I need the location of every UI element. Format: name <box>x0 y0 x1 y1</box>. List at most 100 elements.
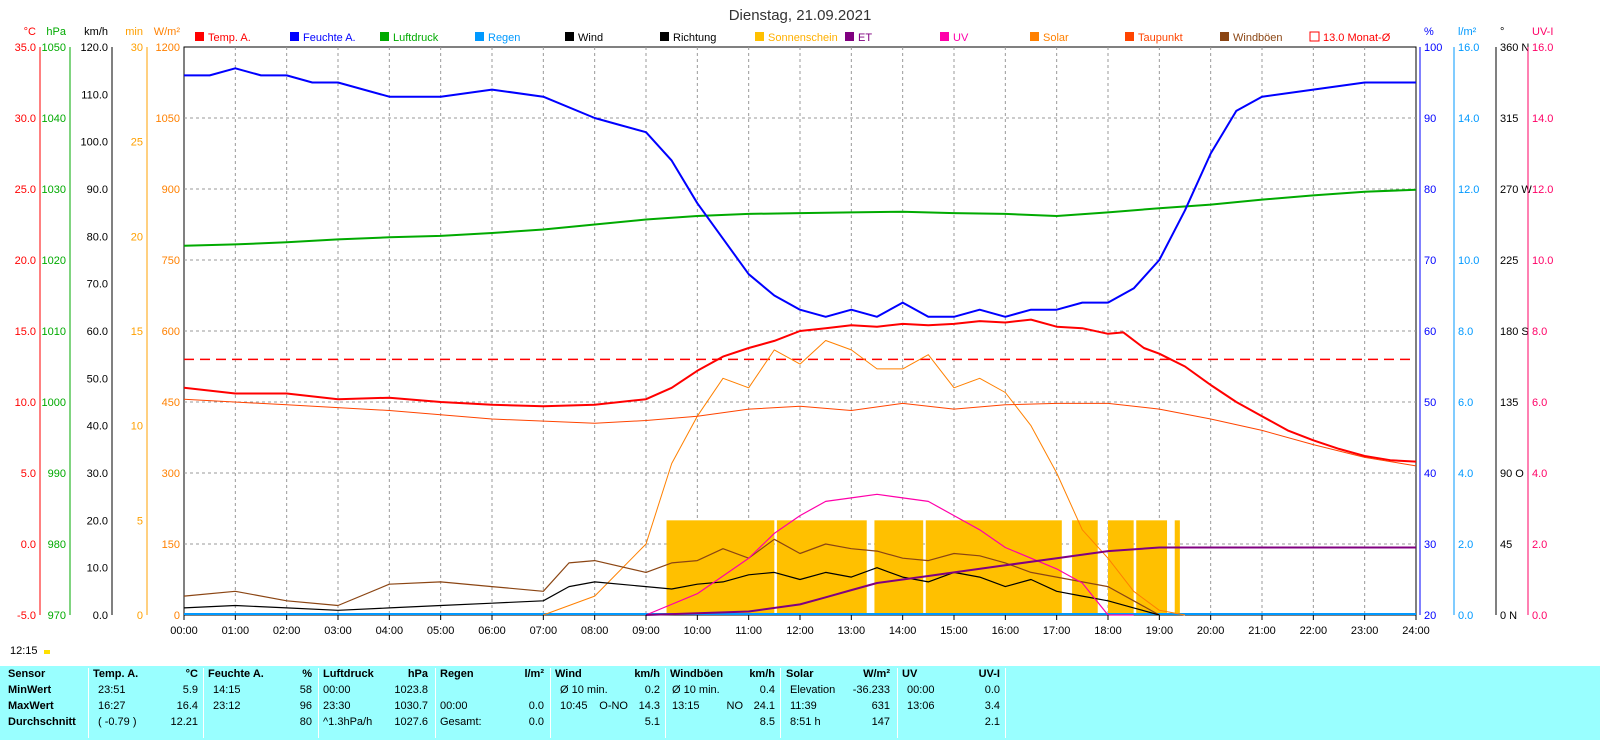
left-axis-tick: 150 <box>162 539 180 551</box>
left-axis-tick: 10.0 <box>87 563 108 575</box>
stats-cell: 00:00 <box>907 684 935 696</box>
right-axis-tick: 90 O <box>1500 468 1524 480</box>
stats-cell: Ø 10 min. <box>672 684 720 696</box>
right-axis-tick: 80 <box>1424 184 1436 196</box>
stats-separator <box>780 668 781 738</box>
right-axis-tick: 10.0 <box>1458 255 1479 267</box>
time-marker: 12:15 <box>10 645 50 657</box>
left-axis-tick: 15 <box>131 326 143 338</box>
stats-cell: 24.1 <box>753 700 775 712</box>
series-line-windb-en <box>183 538 1160 616</box>
legend-swatch-13-0-monat <box>1309 31 1320 42</box>
stats-header-uvi: UV-I <box>978 668 1000 680</box>
series-lines <box>183 67 1417 616</box>
stats-cell: 23:51 <box>98 684 126 696</box>
stats-separator <box>665 668 666 738</box>
stats-cell: 0.0 <box>984 684 1000 696</box>
left-axis-tick: 10.0 <box>15 397 36 409</box>
x-tick-label: 21:00 <box>1248 625 1276 637</box>
stats-separator <box>203 668 204 738</box>
legend-label-et: ET <box>858 32 872 44</box>
x-tick-label: 14:00 <box>889 625 917 637</box>
right-axis-tick: 6.0 <box>1458 397 1473 409</box>
left-axis-tick: -5.0 <box>17 610 36 622</box>
stats-header-pressure: Luftdruck <box>323 668 374 680</box>
stats-cell: 8.5 <box>759 716 775 728</box>
sunshine-bar <box>874 520 924 615</box>
right-axis-tick: 16.0 <box>1532 42 1553 54</box>
x-tick-label: 18:00 <box>1094 625 1122 637</box>
left-axis-tick: 450 <box>162 397 180 409</box>
stats-cell: 3.4 <box>984 700 1000 712</box>
stats-header-pressure-unit: hPa <box>407 668 428 680</box>
stats-header-wind: Wind <box>555 668 582 680</box>
legend-swatch-temp-a <box>195 32 204 41</box>
right-axis-tick: 360 N <box>1500 42 1529 54</box>
left-axis-tick: 50.0 <box>87 373 108 385</box>
stats-row-label: MinWert <box>8 684 52 696</box>
series-line-wind <box>183 567 1160 616</box>
series-line-feuchte-a <box>184 67 1416 318</box>
x-tick-label: 13:00 <box>838 625 866 637</box>
legend-label-taupunkt: Taupunkt <box>1138 32 1183 44</box>
stats-header-rain: Regen <box>440 668 474 680</box>
left-axis-tick: 750 <box>162 255 180 267</box>
stats-cell: 14:15 <box>213 684 241 696</box>
right-axis-tick: 60 <box>1424 326 1436 338</box>
left-axis-tick: 90.0 <box>87 184 108 196</box>
right-axis-tick: 270 W <box>1500 184 1532 196</box>
stats-cell: 14.3 <box>638 700 660 712</box>
stats-cell: 13:15 <box>672 700 700 712</box>
stats-cell: 0.0 <box>528 700 544 712</box>
legend-swatch-uv <box>940 32 949 41</box>
stats-cell: 631 <box>871 700 890 712</box>
sunshine-bar <box>1174 520 1180 615</box>
x-axis-ticks: 00:00 01:00 02:00 03:00 04:00 05:00 06:00 07:00… <box>170 615 1430 637</box>
stats-header-sensor: Sensor <box>8 668 46 680</box>
left-axis-tick: 5 <box>137 515 143 527</box>
left-axis-tick: 1020 <box>42 255 66 267</box>
series-line-et <box>645 546 1416 616</box>
left-axis-unit-c: °C <box>24 26 36 38</box>
series-line-temp-a <box>183 318 1417 463</box>
series-line-solar <box>543 340 1186 616</box>
legend-swatch-luftdruck <box>380 32 389 41</box>
x-tick-label: 11:00 <box>735 625 762 637</box>
legend-swatch-windb-en <box>1220 32 1229 41</box>
right-axis-tick: 100 <box>1424 42 1442 54</box>
legend-swatch-et <box>845 32 854 41</box>
time-marker-icon <box>43 650 50 654</box>
right-axis-tick: 0.0 <box>1532 610 1547 622</box>
sunshine-bars <box>666 520 1180 615</box>
x-tick-label: 12:00 <box>786 625 814 637</box>
stats-header-gust-unit: km/h <box>749 668 775 680</box>
stats-cell: 11:39 <box>790 700 817 712</box>
right-axis-tick: 0 N <box>1500 610 1517 622</box>
right-axis-tick: 14.0 <box>1458 113 1479 125</box>
left-axis-tick: 20.0 <box>87 515 108 527</box>
x-tick-label: 05:00 <box>427 625 455 637</box>
right-axis-tick: 16.0 <box>1458 42 1479 54</box>
legend-label-solar: Solar <box>1043 32 1069 44</box>
x-tick-label: 08:00 <box>581 625 609 637</box>
left-axis-tick: 970 <box>48 610 66 622</box>
legend-label-luftdruck: Luftdruck <box>393 32 439 44</box>
left-axis-tick: 20.0 <box>15 255 36 267</box>
legend-swatch-wind <box>565 32 574 41</box>
legend-swatch-solar <box>1030 32 1039 41</box>
chart-title: Dienstag, 21.09.2021 <box>729 7 872 24</box>
stats-header-temp: Temp. A. <box>93 668 139 680</box>
stats-header-uv: UV <box>902 668 918 680</box>
left-axis-tick: 30.0 <box>15 113 36 125</box>
stats-cell: ( -0.79 ) <box>98 716 137 728</box>
stats-cell: 8:51 h <box>790 716 821 728</box>
legend-label-temp-a: Temp. A. <box>208 32 251 44</box>
stats-cell: 23:12 <box>213 700 241 712</box>
right-axis-tick: 315 <box>1500 113 1518 125</box>
stats-cell: 1030.7 <box>394 700 428 712</box>
left-axis-unit-min: min <box>125 26 143 38</box>
left-axis-tick: 25.0 <box>15 184 36 196</box>
legend: Temp. A. Feuchte A. Luftdruck Regen Wind Rich… <box>195 31 1391 44</box>
left-axis-tick: 1200 <box>156 42 180 54</box>
right-axis-tick: 2.0 <box>1458 539 1473 551</box>
